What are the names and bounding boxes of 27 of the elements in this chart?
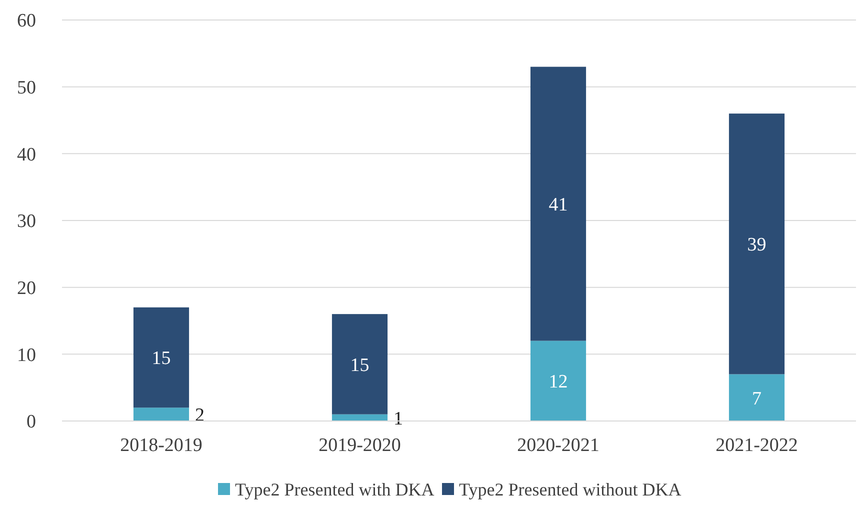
data-label: 15 bbox=[152, 348, 171, 370]
x-tick-label: 2019-2020 bbox=[318, 435, 401, 456]
y-tick-label: 60 bbox=[17, 10, 36, 32]
data-label: 12 bbox=[548, 372, 568, 393]
bar bbox=[332, 314, 388, 414]
bar bbox=[332, 414, 388, 421]
y-tick-label: 40 bbox=[17, 144, 36, 166]
legend-label: Type2 Presented with DKA bbox=[235, 479, 434, 500]
x-tick-label: 2020-2021 bbox=[517, 435, 600, 456]
x-tick-label: 2021-2022 bbox=[716, 435, 798, 456]
y-tick-label: 10 bbox=[17, 344, 36, 366]
x-tick-label: 2018-2019 bbox=[120, 435, 202, 456]
y-tick-label: 30 bbox=[17, 211, 36, 232]
bar bbox=[530, 340, 586, 421]
bar bbox=[530, 66, 586, 341]
bar bbox=[133, 408, 190, 421]
y-tick-label: 50 bbox=[17, 77, 36, 98]
y-tick-label: 20 bbox=[17, 278, 36, 299]
data-label: 7 bbox=[752, 388, 762, 410]
legend-label: Type2 Presented without DKA bbox=[459, 479, 682, 500]
bar bbox=[728, 374, 785, 421]
data-label: 39 bbox=[747, 234, 766, 256]
data-label: 15 bbox=[350, 354, 370, 376]
bar bbox=[133, 307, 190, 408]
y-tick-label: 0 bbox=[26, 412, 36, 433]
data-label: 41 bbox=[548, 194, 568, 216]
bar bbox=[728, 114, 785, 374]
